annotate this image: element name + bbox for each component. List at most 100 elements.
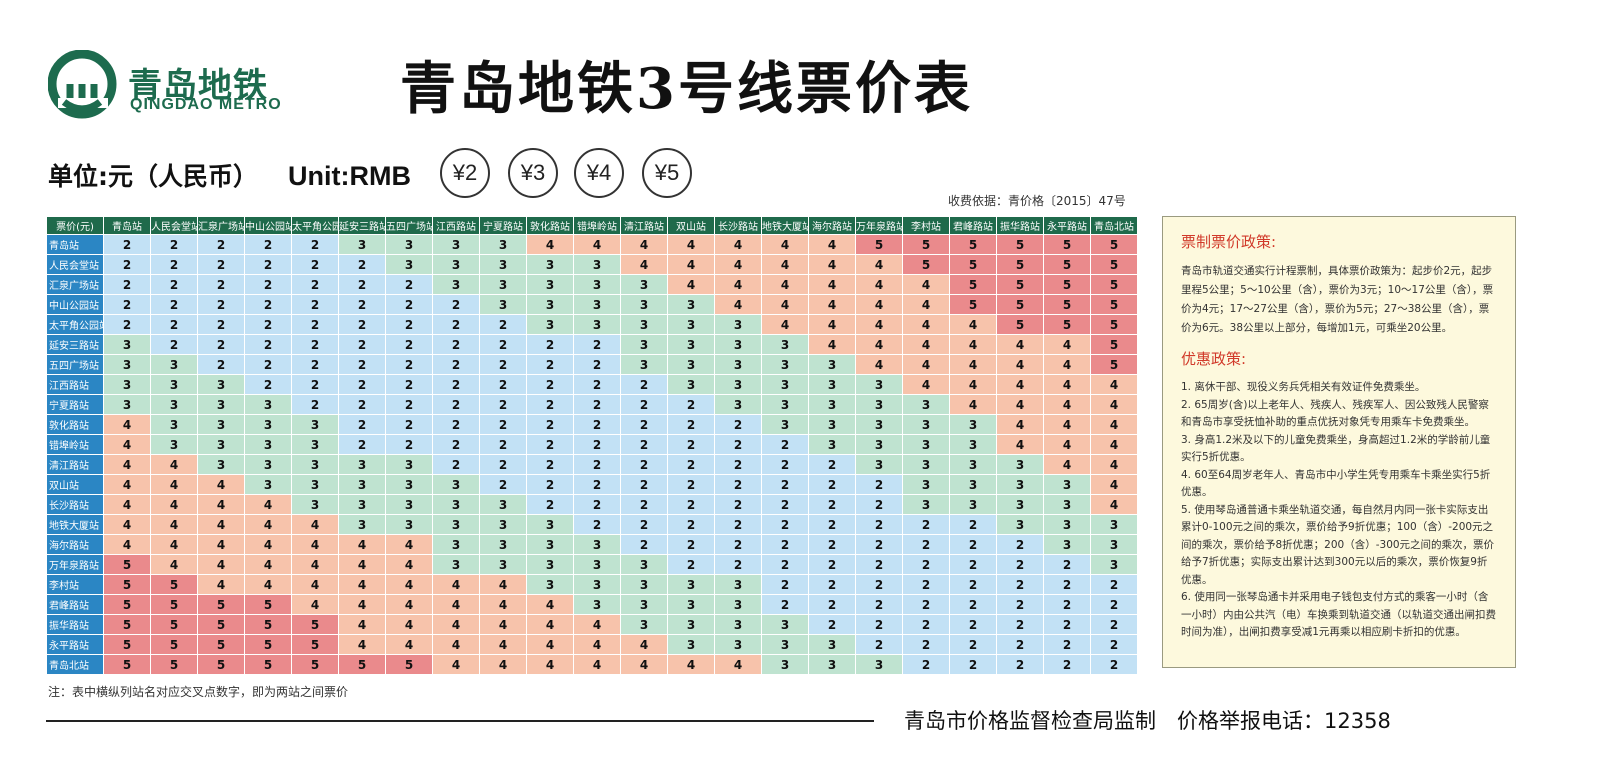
- fare-cell: 2: [761, 534, 809, 555]
- fare-cell: 3: [479, 294, 527, 315]
- fare-cell: 4: [197, 574, 245, 595]
- fare-cell: 3: [761, 374, 809, 395]
- fare-cell: 4: [1090, 434, 1138, 455]
- fare-cell: 3: [761, 334, 809, 355]
- row-header: 延安三路站: [46, 334, 104, 355]
- fare-cell: 4: [1043, 374, 1091, 395]
- column-header: 错埠岭站: [573, 216, 621, 235]
- discount-item: 4. 60至64周岁老年人、青岛市中小学生凭专用乘车卡乘坐实行5折优惠。: [1181, 468, 1491, 499]
- fare-cell: 5: [197, 614, 245, 635]
- row-header: 江西路站: [46, 374, 104, 395]
- fare-cell: 2: [714, 534, 762, 555]
- fare-cell: 4: [291, 554, 339, 575]
- fare-cell: 4: [150, 534, 198, 555]
- fare-cell: 5: [103, 614, 151, 635]
- fare-cell: 3: [808, 374, 856, 395]
- fare-cell: 3: [714, 614, 762, 635]
- metro-logo: 青岛地铁 QINGDAO METRO: [48, 50, 298, 122]
- fare-cell: 2: [714, 454, 762, 475]
- fare-cell: 2: [103, 254, 151, 275]
- fare-cell: 2: [244, 374, 292, 395]
- fare-cell: 2: [902, 594, 950, 615]
- fare-cell: 3: [244, 394, 292, 415]
- discount-item: 6. 使用同一张琴岛通卡并采用电子钱包支付方式的乘客一小时（含一小时）内由公共汽…: [1181, 591, 1496, 638]
- fare-cell: 2: [432, 414, 480, 435]
- fare-cell: 4: [1090, 494, 1138, 515]
- fare-cell: 2: [291, 294, 339, 315]
- fare-cell: 3: [526, 514, 574, 535]
- fare-cell: 2: [996, 594, 1044, 615]
- fare-cell: 3: [197, 434, 245, 455]
- fare-cell: 5: [1043, 314, 1091, 335]
- fare-cell: 5: [1090, 294, 1138, 315]
- fare-cell: 3: [808, 434, 856, 455]
- fare-cell: 2: [338, 434, 386, 455]
- fare-cell: 4: [1043, 394, 1091, 415]
- column-header: 青岛北站: [1090, 216, 1138, 235]
- row-header: 宁夏路站: [46, 394, 104, 415]
- fare-cell: 4: [855, 354, 903, 375]
- fare-cell: 2: [526, 434, 574, 455]
- fare-cell: 4: [150, 514, 198, 535]
- fare-cell: 4: [949, 374, 997, 395]
- fare-cell: 4: [855, 334, 903, 355]
- fare-cell: 3: [385, 234, 433, 255]
- fare-cell: 3: [1090, 514, 1138, 535]
- fare-cell: 3: [385, 254, 433, 275]
- fare-cell: 4: [244, 494, 292, 515]
- fare-cell: 5: [1043, 294, 1091, 315]
- fare-cell: 2: [808, 514, 856, 535]
- fare-cell: 3: [714, 594, 762, 615]
- fare-cell: 4: [761, 234, 809, 255]
- fare-cell: 2: [902, 534, 950, 555]
- column-header: 万年泉路站: [855, 216, 903, 235]
- fare-cell: 4: [1090, 394, 1138, 415]
- fare-cell: 4: [197, 474, 245, 495]
- fare-cell: 2: [244, 274, 292, 295]
- fare-cell: 2: [902, 554, 950, 575]
- logo-text-en: QINGDAO METRO: [130, 96, 282, 113]
- fare-cell: 3: [244, 454, 292, 475]
- fare-cell: 5: [1090, 234, 1138, 255]
- row-header: 海尔路站: [46, 534, 104, 555]
- fare-cell: 2: [385, 294, 433, 315]
- fare-cell: 2: [291, 274, 339, 295]
- row-header: 中山公园站: [46, 294, 104, 315]
- fare-cell: 2: [338, 314, 386, 335]
- fare-cell: 3: [432, 554, 480, 575]
- fare-cell: 4: [902, 294, 950, 315]
- fare-cell: 2: [432, 394, 480, 415]
- column-header: 永平路站: [1043, 216, 1091, 235]
- fare-cell: 3: [197, 454, 245, 475]
- fare-cell: 2: [573, 374, 621, 395]
- fare-cell: 3: [385, 474, 433, 495]
- fare-cell: 3: [949, 494, 997, 515]
- fare-cell: 3: [573, 274, 621, 295]
- fare-cell: 2: [808, 554, 856, 575]
- fare-cell: 4: [291, 594, 339, 615]
- fare-cell: 2: [573, 334, 621, 355]
- fare-cell: 3: [902, 434, 950, 455]
- fare-cell: 3: [902, 394, 950, 415]
- fare-cell: 5: [103, 634, 151, 655]
- fare-cell: 4: [902, 354, 950, 375]
- fare-cell: 2: [338, 354, 386, 375]
- fare-cell: 5: [902, 254, 950, 275]
- fare-cell: 5: [197, 594, 245, 615]
- column-header: 江西路站: [432, 216, 480, 235]
- fare-cell: 2: [432, 334, 480, 355]
- fare-cell: 4: [338, 574, 386, 595]
- fare-cell: 2: [949, 534, 997, 555]
- fare-cell: 2: [526, 494, 574, 515]
- fare-cell: 4: [479, 634, 527, 655]
- fare-cell: 3: [761, 614, 809, 635]
- table-row: 双山站 4 4 4 3 3 3 3 3 2 2 2 2 2 2 2 2 2 3 3 3 3 4: [46, 474, 1138, 495]
- fare-cell: 3: [338, 454, 386, 475]
- table-row: 君峰路站 5 5 5 5 4 4 4 4 4 4 3 3 3 3 2 2 2 2 2 2 2 2: [46, 594, 1138, 615]
- fare-cell: 2: [714, 494, 762, 515]
- fare-cell: 4: [573, 614, 621, 635]
- fare-cell: 2: [902, 574, 950, 595]
- fare-cell: 4: [150, 494, 198, 515]
- fare-cell: 2: [620, 374, 668, 395]
- fare-cell: 2: [761, 594, 809, 615]
